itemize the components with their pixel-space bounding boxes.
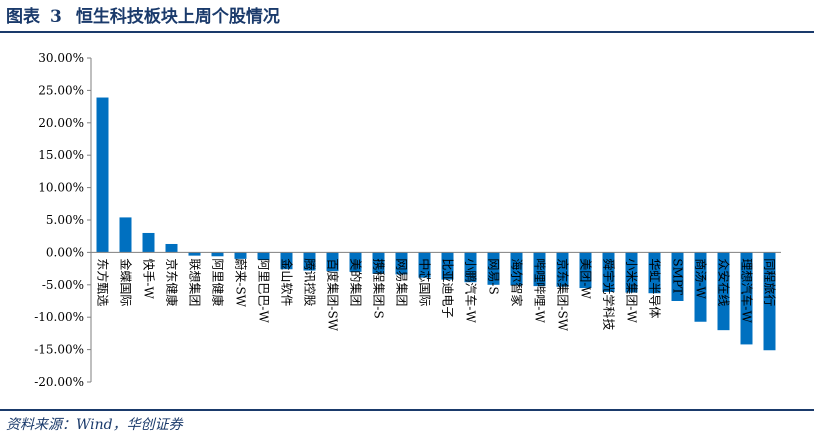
bar — [257, 252, 270, 260]
bar — [740, 252, 753, 345]
bar — [326, 252, 339, 272]
x-tick-label: 金山软件 — [280, 258, 295, 306]
x-tick-label: 网易集团 — [395, 258, 410, 306]
bar — [625, 252, 638, 293]
bar — [96, 97, 109, 253]
bar — [142, 232, 155, 253]
x-tick-label: 携程集团-S — [372, 258, 387, 318]
bar — [234, 252, 247, 259]
x-tick-label: 理想汽车-W — [740, 258, 755, 323]
x-tick-label: 美团-W — [579, 258, 593, 299]
x-tick-label: 小米集团-W — [625, 258, 640, 323]
x-tick-label: 哔哩哔哩-W — [533, 258, 547, 323]
x-tick-label: 同程旅行 — [763, 258, 778, 306]
x-tick-label: 比亚迪电子 — [441, 258, 455, 318]
bar — [441, 252, 454, 280]
y-tick-label: -15.00% — [34, 343, 84, 357]
bar — [510, 252, 523, 286]
bar — [211, 252, 224, 257]
bar — [533, 252, 546, 287]
bar — [372, 252, 385, 274]
y-tick-label: 15.00% — [38, 148, 84, 162]
x-tick-label: 阿里健康 — [211, 258, 226, 306]
bar — [464, 252, 477, 283]
y-tick-label: -20.00% — [34, 375, 84, 389]
x-tick-label: SMPT — [671, 258, 685, 295]
bar — [165, 243, 178, 253]
x-tick-label: 蔚来-SW — [234, 258, 248, 307]
x-tick-label: 腾讯控股 — [303, 258, 318, 306]
y-tick-label: 20.00% — [38, 116, 84, 130]
bar — [648, 252, 661, 294]
bar — [395, 252, 408, 275]
source-rule — [0, 409, 814, 411]
x-tick-label: 百度集团-SW — [326, 258, 341, 331]
x-tick-label: 金蝶国际 — [119, 258, 134, 306]
x-tick-label: 华虹半导体 — [648, 258, 662, 318]
y-tick-label: -10.00% — [34, 310, 84, 324]
figure-number: 3 — [50, 7, 62, 27]
x-tick-label: 阿里巴巴-W — [257, 258, 271, 323]
x-tick-label: 快手-W — [142, 258, 156, 299]
bar-chart: 30.00% 25.00% 20.00% 15.00% 10.00% 5.00% 0.00%… — [34, 51, 781, 389]
bar — [188, 252, 201, 256]
bar — [303, 252, 316, 271]
bar — [280, 252, 293, 270]
bar — [119, 217, 132, 253]
x-tick-label: 联想集团 — [188, 258, 203, 306]
y-tick-label: 0.00% — [46, 245, 84, 259]
y-tick-label: 5.00% — [46, 213, 84, 227]
x-tick-label: 东方甄选 — [96, 258, 111, 306]
source-note: 资料来源：Wind，华创证券 — [6, 417, 183, 433]
figure-title-prefix: 图表 — [6, 7, 40, 27]
x-tick-label: 众安在线 — [717, 258, 732, 306]
x-tick-label: 网易-S — [487, 258, 501, 294]
bar — [602, 252, 615, 292]
y-tick-label: 30.00% — [38, 51, 84, 65]
bar — [717, 252, 730, 331]
bar — [556, 252, 569, 287]
x-tick-label: 舜宇光学科技 — [602, 258, 617, 330]
bar — [418, 252, 431, 278]
x-tick-label: 京东健康 — [165, 258, 180, 306]
bar — [671, 252, 684, 301]
x-tick-label: 中芯国际 — [418, 258, 433, 306]
y-tick-label: 25.00% — [38, 83, 84, 97]
x-tick-label: 商汤-W — [694, 258, 709, 299]
figure-title-text: 恒生科技板块上周个股情况 — [75, 7, 280, 27]
x-tick-label: 小鹏汽车-W — [464, 258, 479, 323]
bar — [349, 252, 362, 272]
y-tick-label: -5.00% — [42, 278, 84, 292]
y-tick-label: 10.00% — [38, 181, 84, 195]
x-tick-label: 海尔智家 — [510, 258, 525, 306]
bar — [694, 252, 707, 322]
title-rule — [0, 31, 814, 33]
figure-title: 图表 3 恒生科技板块上周个股情况 — [6, 4, 280, 30]
bar — [487, 252, 500, 285]
bar — [579, 252, 592, 289]
x-tick-label: 京东集团-SW — [556, 258, 571, 331]
bar — [763, 252, 776, 351]
x-tick-label: 美的集团 — [349, 258, 364, 306]
